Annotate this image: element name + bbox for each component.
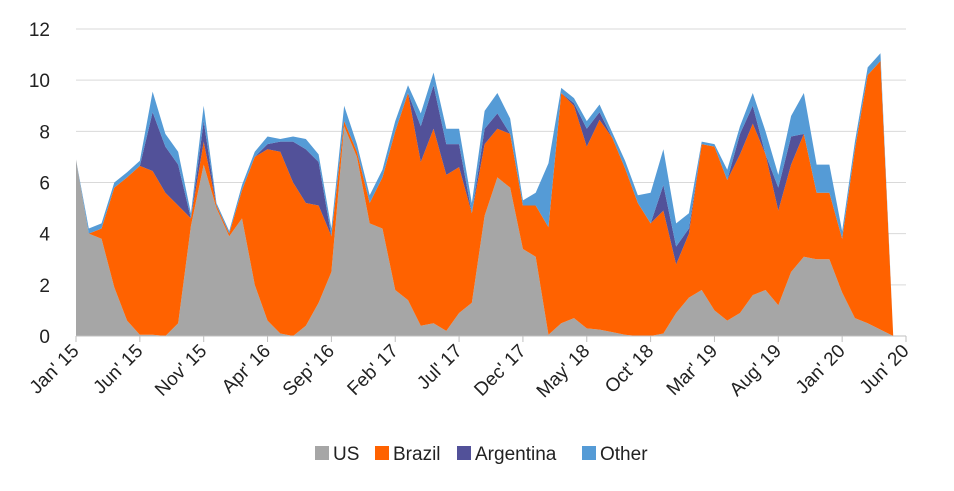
x-tick-label: Dec' 17 xyxy=(470,341,530,401)
y-tick-label: 0 xyxy=(39,327,50,348)
y-tick-label: 4 xyxy=(39,225,50,246)
legend: US Brazil Argentina Other xyxy=(315,444,648,465)
area-series-other xyxy=(76,53,906,337)
area-series-brazil xyxy=(76,60,906,336)
legend-label-argentina: Argentina xyxy=(475,444,557,465)
x-tick-label: Sep' 16 xyxy=(279,341,339,401)
y-tick-label: 10 xyxy=(29,71,50,92)
x-tick-label: Jun' 15 xyxy=(90,341,148,399)
legend-swatch-argentina xyxy=(457,446,471,460)
x-tick-label: Jan' 20 xyxy=(792,341,850,399)
legend-swatch-us xyxy=(315,446,329,460)
y-tick-label: 8 xyxy=(39,122,50,143)
area-series-us xyxy=(76,126,906,336)
legend-label-other: Other xyxy=(600,444,648,465)
x-tick-label: Aug' 19 xyxy=(726,341,786,401)
x-tick-label: Mar' 19 xyxy=(663,341,722,400)
x-axis-ticks: Jan' 15 Jun' 15 Nov' 15 Apr' 16 Sep' 16 Feb' … xyxy=(26,336,914,402)
x-tick-label: Feb' 17 xyxy=(344,341,403,400)
x-tick-label: Oct' 18 xyxy=(601,341,658,398)
legend-label-us: US xyxy=(333,444,359,465)
y-tick-label: 12 xyxy=(29,20,50,41)
x-tick-label: Jan' 15 xyxy=(26,341,84,399)
x-tick-label: Jun' 20 xyxy=(856,341,914,399)
legend-swatch-brazil xyxy=(375,446,389,460)
x-tick-label: Jul' 17 xyxy=(413,341,466,394)
y-tick-label: 2 xyxy=(39,276,50,297)
x-tick-label: May' 18 xyxy=(533,341,594,402)
x-tick-label: Apr' 16 xyxy=(218,341,275,398)
y-tick-label: 6 xyxy=(39,174,50,195)
legend-swatch-other xyxy=(582,446,596,460)
y-axis-ticks: 0 2 4 6 8 10 12 xyxy=(29,20,51,348)
legend-label-brazil: Brazil xyxy=(393,444,441,465)
x-tick-label: Nov' 15 xyxy=(151,341,211,401)
area-series-group xyxy=(76,53,906,337)
